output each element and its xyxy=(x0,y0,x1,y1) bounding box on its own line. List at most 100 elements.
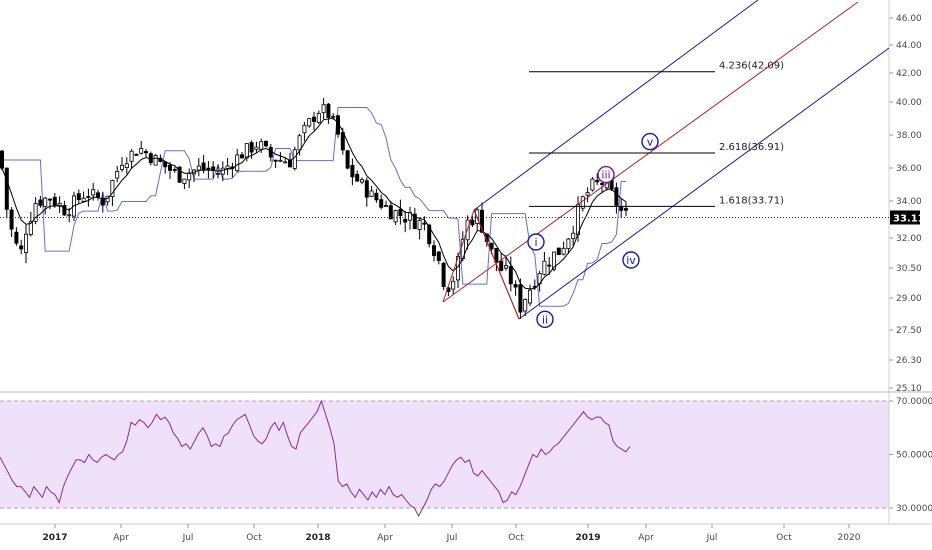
fib-level-label: 1.618(33.71) xyxy=(719,195,784,206)
time-axis-label: 2017 xyxy=(42,533,67,543)
candle-up xyxy=(417,220,422,230)
candle-up xyxy=(307,118,312,127)
candle-down xyxy=(134,153,139,156)
time-axis-label: Apr xyxy=(377,533,393,543)
price-axis-label: 34.00 xyxy=(896,197,922,207)
price-axis: 46.00 44.00 42.00 40.00 38.00 36.00 34.00 32.00… xyxy=(889,14,922,394)
candle-down xyxy=(177,166,182,183)
candle-up xyxy=(561,247,566,255)
candle-down xyxy=(345,150,350,169)
candle-down xyxy=(350,164,355,178)
candle-up xyxy=(43,197,48,207)
wave-i-label: i xyxy=(534,236,537,249)
last-price-tag: 33.11 xyxy=(890,210,925,225)
candle-down xyxy=(287,160,292,168)
candle-down xyxy=(172,169,177,171)
candle-up xyxy=(552,251,557,270)
candle-down xyxy=(600,183,605,185)
candle-up xyxy=(503,265,508,269)
candle-down xyxy=(441,262,446,287)
wave-iv-circle xyxy=(622,251,640,269)
candle-up xyxy=(81,197,86,202)
time-axis-label: Jul xyxy=(182,533,194,543)
fibonacci-extension-levels: 4.236(42.09) 2.618(36.91) 1.618(33.71) xyxy=(529,61,784,207)
candle-down xyxy=(355,174,360,182)
oscillator-path xyxy=(0,399,631,518)
candle-down xyxy=(86,196,91,198)
candle-down xyxy=(489,242,494,250)
candle-up xyxy=(316,113,321,123)
candle-down xyxy=(14,231,19,244)
price-axis-label: 40.00 xyxy=(896,98,922,108)
candle-down xyxy=(412,213,417,230)
candle-up xyxy=(528,289,533,304)
candle-up xyxy=(91,189,96,196)
candle-up xyxy=(215,172,220,175)
wave-iii-circle xyxy=(597,165,615,184)
candle-down xyxy=(547,264,552,267)
candle-down xyxy=(619,206,624,211)
pitchfork-upper-line xyxy=(473,0,759,211)
wave-ii-circle xyxy=(536,310,554,329)
candle-up xyxy=(153,155,158,166)
candle-down xyxy=(96,192,101,198)
price-axis-label: 46.00 xyxy=(896,14,922,24)
wave-iv-label: iv xyxy=(626,254,636,267)
candle-up xyxy=(139,148,144,154)
price-axis-label: 32.00 xyxy=(896,234,922,244)
candle-down xyxy=(427,224,432,245)
candle-up xyxy=(278,159,283,162)
candle-down xyxy=(52,196,57,206)
time-axis-label: Oct xyxy=(776,533,792,543)
time-axis: 2017 Apr Jul Oct 2018 Apr Jul Oct 2019 Apr Jul Oct 2… xyxy=(42,524,861,543)
candle-down xyxy=(431,245,436,256)
candle-down xyxy=(374,192,379,201)
candle-up xyxy=(129,150,134,162)
oscillator-axis-label: 70.0000 xyxy=(896,397,932,407)
candle-up xyxy=(110,180,115,198)
last-price-label: 33.11 xyxy=(893,213,925,224)
wave-ii-label: ii xyxy=(542,313,548,326)
time-axis-label: Oct xyxy=(508,533,524,543)
candle-up xyxy=(23,233,28,253)
candle-down xyxy=(326,103,331,118)
moving-average-line xyxy=(1,117,627,290)
candle-down xyxy=(76,193,81,200)
time-axis-label: Apr xyxy=(638,533,654,543)
candle-down xyxy=(388,205,393,220)
candle-up xyxy=(283,161,288,164)
oscillator-axis-label: 30.0000 xyxy=(896,504,932,514)
candle-down xyxy=(273,159,278,162)
candle-down xyxy=(48,198,53,201)
price-axis-label: 30.50 xyxy=(896,264,922,274)
candle-up xyxy=(566,238,571,249)
candle-down xyxy=(263,140,268,147)
wave-i-circle xyxy=(527,233,545,251)
envelope-line xyxy=(2,106,626,307)
andrews-pitchfork xyxy=(442,0,890,320)
candle-up xyxy=(235,154,240,172)
candle-down xyxy=(436,251,441,261)
candle-down xyxy=(239,154,244,159)
candle-up xyxy=(359,179,364,183)
candle-up xyxy=(120,164,125,170)
time-axis-label: 2020 xyxy=(838,533,861,543)
wave-iii-label: iii xyxy=(601,169,610,182)
candle-up xyxy=(302,124,307,134)
candle-down xyxy=(167,164,172,171)
price-axis-label: 42.00 xyxy=(896,69,922,79)
candle-up xyxy=(369,190,374,197)
candle-up xyxy=(187,172,192,181)
moving-average-path xyxy=(1,117,627,290)
candle-up xyxy=(115,170,120,179)
candle-down xyxy=(9,209,14,230)
candle-down xyxy=(614,187,619,206)
candle-up xyxy=(67,214,72,217)
candle-down xyxy=(364,180,369,198)
candle-up xyxy=(571,232,576,239)
candle-up xyxy=(292,149,297,169)
candle-down xyxy=(379,199,384,208)
wave-v-circle xyxy=(641,132,659,151)
candle-up xyxy=(542,260,547,275)
